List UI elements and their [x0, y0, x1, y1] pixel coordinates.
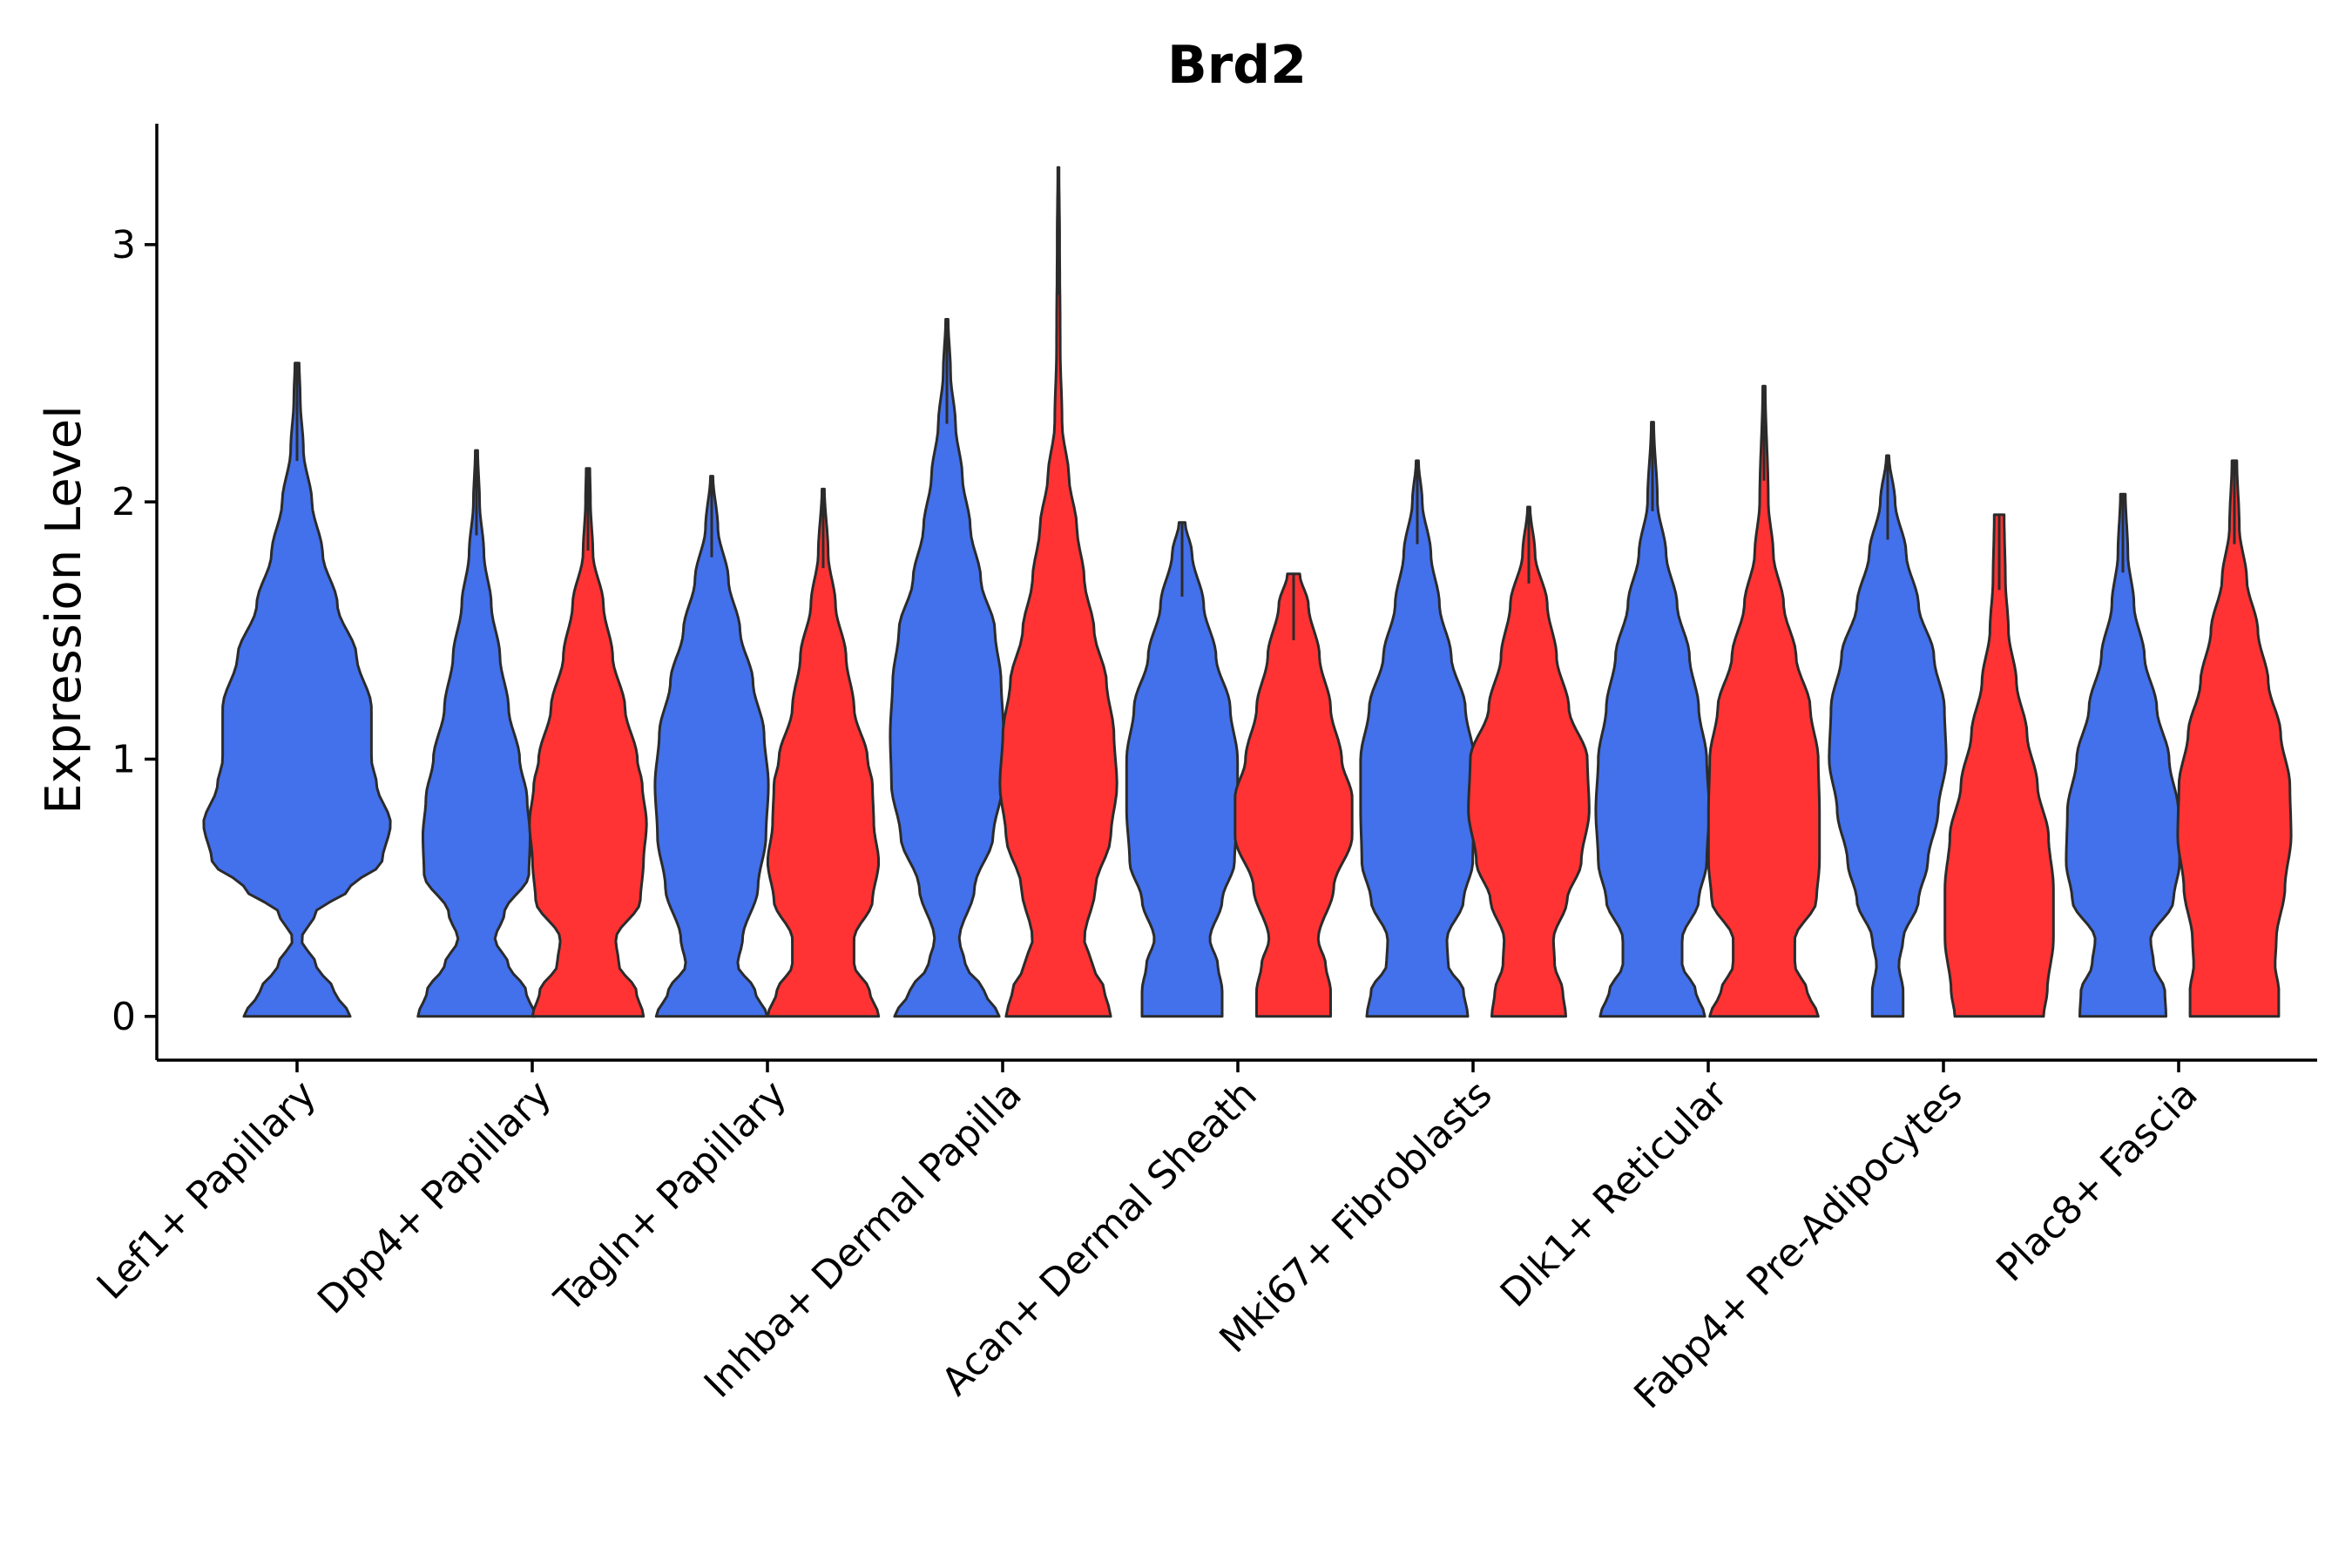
- violin-2-group-1: [766, 487, 881, 1018]
- x-tick-label-6: Dlk1+ Reticular: [1492, 1071, 1737, 1316]
- violin-7-group-1: [1943, 513, 2055, 1018]
- violin-2-group-0: [653, 475, 770, 1018]
- violin-0-group-0: [202, 362, 392, 1018]
- x-tick-label-2: Tagln+ Papillary: [546, 1072, 795, 1321]
- x-tick-label-8: Plac8+ Fascia: [1988, 1072, 2207, 1291]
- violins: [202, 166, 2293, 1018]
- violin-5-group-0: [1359, 459, 1476, 1018]
- violin-4-group-1: [1233, 572, 1354, 1018]
- y-tick-label-1: 1: [112, 737, 136, 781]
- violin-1-group-0: [416, 449, 537, 1018]
- violin-5-group-1: [1467, 505, 1591, 1018]
- y-axis-label: Expression Level: [36, 405, 92, 814]
- x-tick-label-5: Mki67+ Fibroblasts: [1211, 1072, 1500, 1362]
- y-ticks: 0 1 2 3: [112, 223, 157, 1039]
- violin-7-group-0: [1828, 454, 1948, 1018]
- violin-4-group-0: [1125, 521, 1240, 1018]
- y-tick-label-3: 3: [112, 223, 136, 267]
- violin-8-group-1: [2176, 459, 2293, 1018]
- violin-8-group-0: [2065, 492, 2181, 1018]
- y-tick-label-2: 2: [112, 480, 136, 524]
- violin-3-group-1: [998, 166, 1119, 1018]
- x-tick-label-1: Dpp4+ Papillary: [309, 1072, 560, 1323]
- chart-title: Brd2: [1167, 35, 1307, 96]
- violin-1-group-1: [528, 467, 648, 1018]
- violin-6-group-1: [1707, 384, 1821, 1018]
- violin-6-group-0: [1594, 421, 1711, 1018]
- violin-3-group-0: [889, 318, 1005, 1018]
- y-tick-label-0: 0: [112, 995, 136, 1039]
- x-tick-label-0: Lef1+ Papillary: [89, 1072, 325, 1308]
